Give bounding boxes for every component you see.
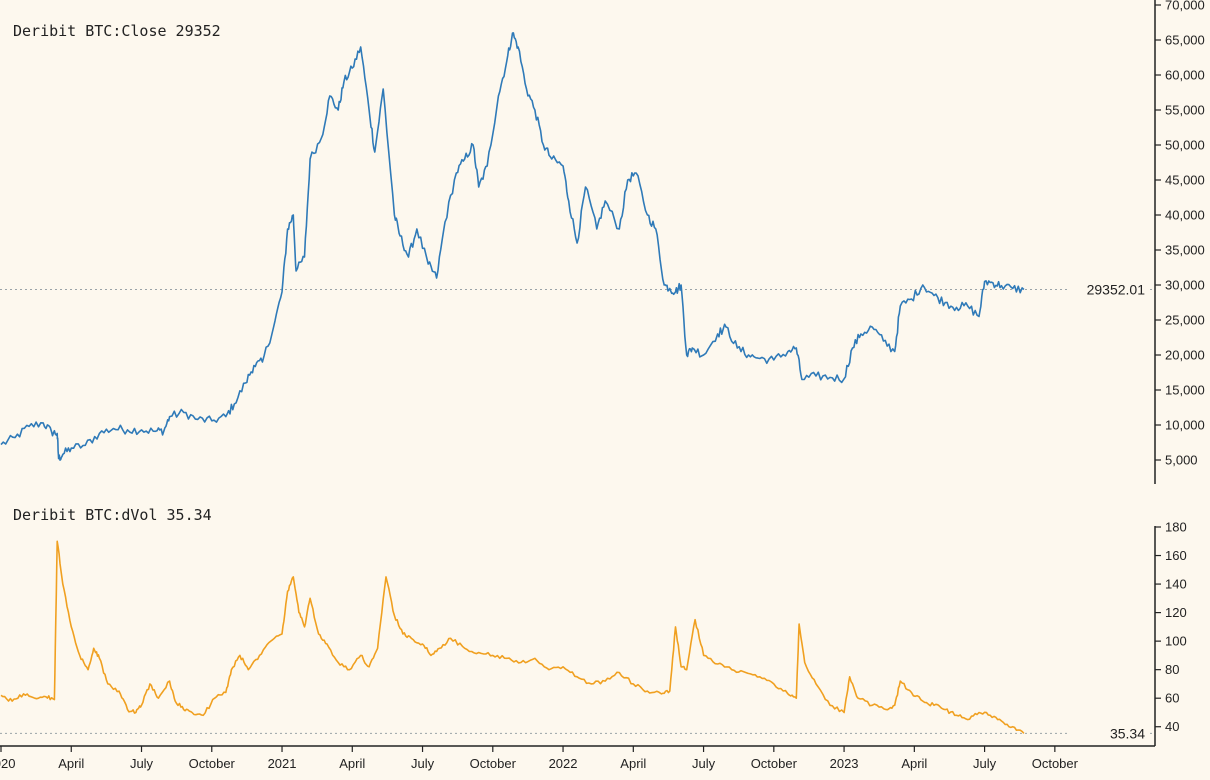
y-tick-label: 5,000 <box>1165 453 1198 468</box>
y-tick-label: 80 <box>1165 662 1179 677</box>
x-axis: 2020 April July October 2021 April July October… <box>0 745 1155 771</box>
y-tick-label: 15,000 <box>1165 383 1205 398</box>
y-tick-label: 30,000 <box>1165 278 1205 293</box>
price-last-value-label: 29352.01 <box>1087 282 1146 298</box>
last-value-label-bg <box>1070 723 1150 744</box>
y-tick-label: 65,000 <box>1165 33 1205 48</box>
volatility-panel: 40 60 80 100 120 140 160 180 Deribit BTC:dVol 3… <box>0 506 1187 746</box>
x-tick-label: October <box>470 756 517 771</box>
y-tick-label: 70,000 <box>1165 0 1205 13</box>
x-tick-label: April <box>339 756 365 771</box>
y-tick-label: 40,000 <box>1165 208 1205 223</box>
price-series-line <box>0 32 1025 461</box>
y-tick-label: 45,000 <box>1165 173 1205 188</box>
y-tick-label: 25,000 <box>1165 313 1205 328</box>
y-tick-label: 60 <box>1165 691 1179 706</box>
x-tick-label: October <box>189 756 236 771</box>
x-tick-label: October <box>1032 756 1079 771</box>
x-tick-label: July <box>973 756 997 771</box>
x-tick-label: October <box>751 756 798 771</box>
x-tick-label: April <box>901 756 927 771</box>
x-tick-label: 2020 <box>0 756 15 771</box>
x-tick-label: July <box>411 756 435 771</box>
x-tick-label: July <box>692 756 716 771</box>
price-panel-title: Deribit BTC:Close 29352 <box>13 22 221 40</box>
y-tick-label: 35,000 <box>1165 243 1205 258</box>
last-value-label-bg <box>1070 279 1150 300</box>
y-tick-label: 140 <box>1165 577 1187 592</box>
y-tick-label: 50,000 <box>1165 138 1205 153</box>
vol-last-value-label: 35.34 <box>1110 725 1145 741</box>
y-tick-label: 160 <box>1165 548 1187 563</box>
x-tick-label: 2022 <box>549 756 578 771</box>
x-tick-label: 2021 <box>268 756 297 771</box>
y-tick-label: 40 <box>1165 719 1179 734</box>
y-tick-label: 10,000 <box>1165 418 1205 433</box>
y-tick-label: 60,000 <box>1165 68 1205 83</box>
x-tick-label: 2023 <box>830 756 859 771</box>
price-panel: 5,000 10,000 15,000 20,000 25,000 30,000 35,00… <box>0 0 1205 484</box>
x-tick-label: July <box>130 756 154 771</box>
y-tick-label: 55,000 <box>1165 103 1205 118</box>
vol-panel-title: Deribit BTC:dVol 35.34 <box>13 506 212 524</box>
y-tick-label: 180 <box>1165 520 1187 535</box>
vol-series-line <box>0 540 1025 734</box>
y-tick-label: 20,000 <box>1165 348 1205 363</box>
y-tick-label: 120 <box>1165 605 1187 620</box>
x-tick-label: April <box>58 756 84 771</box>
x-tick-label: April <box>620 756 646 771</box>
y-tick-label: 100 <box>1165 634 1187 649</box>
